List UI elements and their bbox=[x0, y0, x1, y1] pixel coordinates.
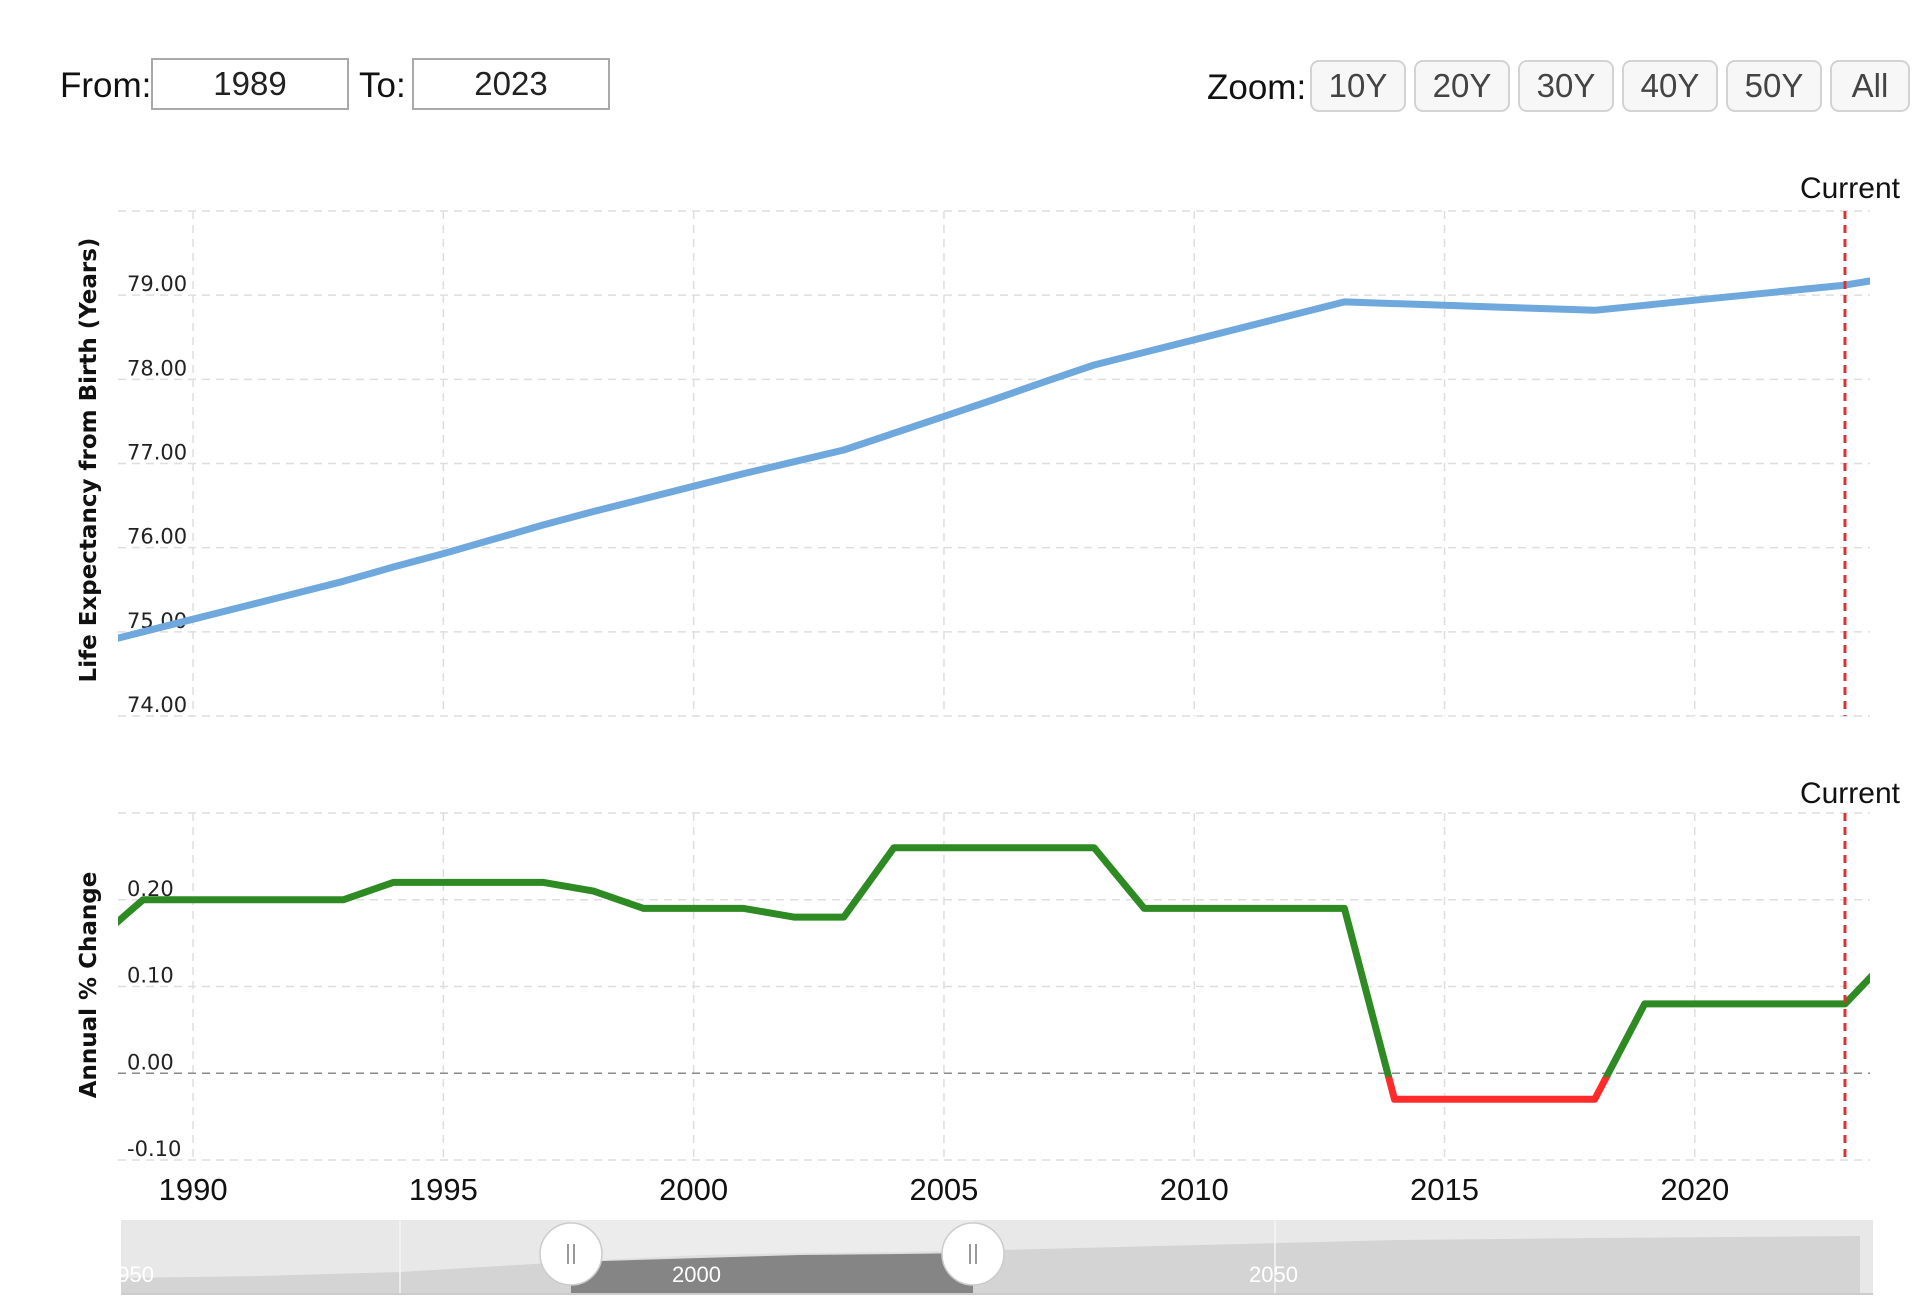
grip-handle-icon[interactable] bbox=[539, 1222, 603, 1286]
zoom-50y-button[interactable]: 50Y bbox=[1726, 60, 1822, 112]
x-tick-label: 2000 bbox=[659, 1172, 728, 1207]
navigator-tick-1950: 1950 bbox=[105, 1262, 154, 1287]
bottom-current-label: Current bbox=[1800, 777, 1901, 810]
x-tick-label: 2020 bbox=[1660, 1172, 1729, 1207]
x-tick-label: 2005 bbox=[909, 1172, 978, 1207]
zoom-all-button[interactable]: All bbox=[1830, 60, 1910, 112]
bottom-y-tick-label: 0.10 bbox=[127, 964, 174, 988]
range-navigator[interactable]: 1950 2000 2050 bbox=[105, 1220, 1873, 1295]
bottom-gridlines bbox=[118, 812, 1870, 1161]
top-y-axis-title: Life Expectancy from Birth (Years) bbox=[76, 238, 102, 683]
top-y-tick-label: 79.00 bbox=[127, 272, 187, 296]
bottom-y-axis-title: Annual % Change bbox=[76, 872, 102, 1099]
grip-handle-icon[interactable] bbox=[941, 1222, 1005, 1286]
from-label: From: bbox=[60, 66, 152, 105]
zoom-30y-button[interactable]: 30Y bbox=[1518, 60, 1614, 112]
navigator-tick-2000: 2000 bbox=[672, 1262, 721, 1287]
annual-change-line-positive bbox=[118, 844, 1870, 1077]
top-current-label: Current bbox=[1800, 172, 1901, 205]
annual-change-line-negative bbox=[1385, 1077, 1611, 1103]
navigator-selected-area bbox=[571, 1253, 973, 1295]
x-tick-label: 1995 bbox=[409, 1172, 478, 1207]
top-gridlines bbox=[118, 210, 1870, 717]
to-input[interactable]: 2023 bbox=[412, 58, 610, 110]
x-tick-label: 2010 bbox=[1160, 1172, 1229, 1207]
top-y-tick-label: 74.00 bbox=[127, 693, 187, 717]
bottom-y-tick-label: -0.10 bbox=[127, 1137, 181, 1161]
zoom-label: Zoom: bbox=[1207, 68, 1307, 107]
navigator-tick-2050: 2050 bbox=[1249, 1262, 1298, 1287]
x-tick-label: 1990 bbox=[159, 1172, 228, 1207]
to-label: To: bbox=[359, 66, 406, 105]
zoom-10y-button[interactable]: 10Y bbox=[1310, 60, 1406, 112]
navigator-left-handle[interactable] bbox=[539, 1222, 603, 1286]
life-expectancy-line bbox=[118, 277, 1870, 642]
zoom-40y-button[interactable]: 40Y bbox=[1622, 60, 1718, 112]
bottom-y-axis: -0.100.000.100.20 bbox=[127, 877, 181, 1161]
x-axis: 1990 1995 2000 2005 2010 2015 2020 bbox=[159, 1172, 1730, 1207]
top-y-tick-label: 78.00 bbox=[127, 356, 187, 380]
zoom-20y-button[interactable]: 20Y bbox=[1414, 60, 1510, 112]
x-tick-label: 2015 bbox=[1410, 1172, 1479, 1207]
from-input[interactable]: 1989 bbox=[151, 58, 349, 110]
top-y-tick-label: 76.00 bbox=[127, 525, 187, 549]
bottom-y-tick-label: 0.00 bbox=[127, 1050, 174, 1074]
navigator-right-handle[interactable] bbox=[941, 1222, 1005, 1286]
top-y-tick-label: 77.00 bbox=[127, 441, 187, 465]
